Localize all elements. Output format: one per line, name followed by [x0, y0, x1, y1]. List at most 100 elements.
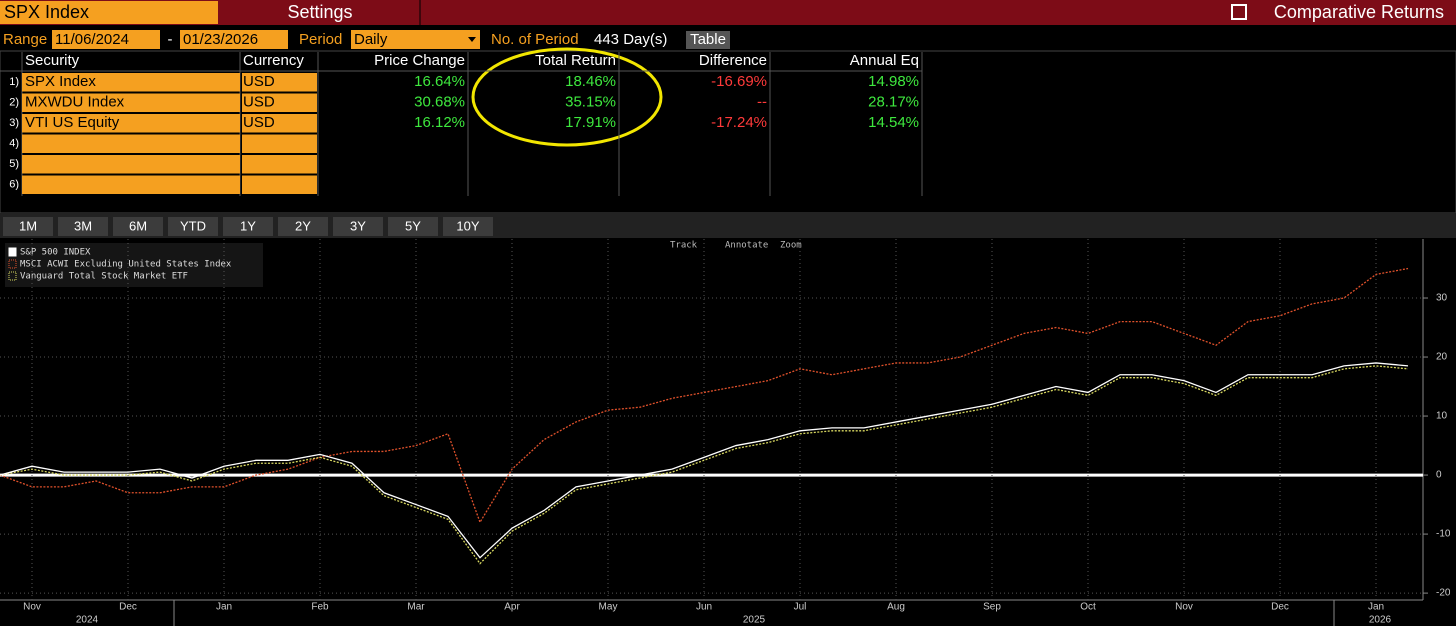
range-button[interactable]	[443, 217, 493, 236]
start-date[interactable]: 11/06/2024	[55, 31, 129, 48]
y-tick-label: 0	[1436, 470, 1442, 481]
period-label: Period	[299, 31, 342, 48]
currency-cell[interactable]	[242, 93, 317, 113]
range-button-label[interactable]: 5Y	[405, 218, 421, 233]
range-button[interactable]	[58, 217, 108, 236]
range-button[interactable]	[168, 217, 218, 236]
security-text[interactable]: VTI US Equity	[25, 114, 120, 131]
currency-cell[interactable]	[242, 175, 317, 195]
currency-cell[interactable]	[242, 73, 317, 92]
y-tick-label: -20	[1436, 588, 1451, 599]
value-cell: -17.24%	[711, 114, 767, 131]
series-line	[0, 267, 1409, 524]
series-line	[0, 365, 1409, 565]
table-button[interactable]	[686, 31, 730, 49]
period-value[interactable]: Daily	[354, 31, 388, 48]
legend-label: MSCI ACWI Excluding United States Index	[20, 260, 232, 270]
y-tick-label: -10	[1436, 529, 1451, 540]
x-tick-label: Apr	[504, 602, 520, 613]
security-text[interactable]: SPX Index	[25, 73, 96, 90]
table-button-label[interactable]: Table	[690, 31, 726, 48]
security-cell[interactable]	[22, 93, 240, 113]
x-tick-label: Jul	[794, 602, 807, 613]
value-cell: --	[757, 94, 767, 111]
range-label: Range	[3, 31, 47, 48]
x-tick-label: Sep	[983, 602, 1001, 613]
legend-swatch	[8, 247, 17, 257]
range-button-label[interactable]: 3Y	[350, 218, 366, 233]
legend-label: S&P 500 INDEX	[20, 248, 91, 258]
column-header: Difference	[699, 52, 767, 69]
range-button-label[interactable]: YTD	[180, 218, 206, 233]
range-button[interactable]	[113, 217, 163, 236]
x-year-label: 2026	[1369, 615, 1392, 626]
x-tick-label: Dec	[1271, 602, 1289, 613]
security-text[interactable]: USD	[243, 73, 275, 90]
range-button-label[interactable]: 1M	[19, 218, 37, 233]
value-cell: 14.98%	[868, 73, 919, 90]
x-tick-label: Aug	[887, 602, 905, 613]
dropdown-arrow[interactable]	[468, 37, 476, 42]
chart-tool[interactable]: Annotate	[725, 241, 768, 251]
security-cell[interactable]	[22, 114, 240, 133]
range-button-label[interactable]: 1Y	[240, 218, 256, 233]
start-field[interactable]	[52, 30, 160, 49]
highlight-ellipse	[471, 47, 663, 147]
security-cell[interactable]	[22, 134, 240, 154]
x-year-label: 2025	[743, 615, 766, 626]
range-button-label[interactable]: 3M	[74, 218, 92, 233]
security-text[interactable]: USD	[243, 94, 275, 111]
settings-tab[interactable]: Settings	[287, 2, 352, 22]
security-title: SPX Index	[4, 2, 89, 22]
range-bar	[0, 214, 1456, 238]
security-cell[interactable]	[22, 175, 240, 195]
title-box[interactable]	[0, 1, 218, 24]
x-tick-label: Jun	[696, 602, 712, 613]
x-tick-label: Dec	[119, 602, 137, 613]
function-title: Comparative Returns	[1274, 2, 1444, 22]
row-number: 2)	[9, 97, 19, 109]
security-text[interactable]: MXWDU Index	[25, 94, 125, 111]
security-text[interactable]: USD	[243, 114, 275, 131]
value-cell: 28.17%	[868, 94, 919, 111]
popout-icon[interactable]	[1231, 4, 1247, 20]
range-button[interactable]	[333, 217, 383, 236]
x-tick-label: Nov	[23, 602, 41, 613]
legend-swatch	[8, 271, 17, 281]
x-tick-label: Oct	[1080, 602, 1096, 613]
range-button-label[interactable]: 2Y	[295, 218, 311, 233]
x-tick-label: Feb	[311, 602, 329, 613]
chart-tool[interactable]: Track	[670, 241, 698, 251]
range-button[interactable]	[388, 217, 438, 236]
y-tick-label: 20	[1436, 352, 1448, 363]
end-date[interactable]: 01/23/2026	[183, 31, 258, 48]
header-bar	[0, 0, 1456, 25]
range-button[interactable]	[278, 217, 328, 236]
value-cell: 35.15%	[565, 94, 616, 111]
y-tick-label: 10	[1436, 411, 1448, 422]
value-cell: -16.69%	[711, 73, 767, 90]
currency-cell[interactable]	[242, 155, 317, 174]
value-cell: 17.91%	[565, 114, 616, 131]
x-year-label: 2024	[76, 615, 99, 626]
chart-tool[interactable]: Zoom	[780, 241, 802, 251]
security-cell[interactable]	[22, 155, 240, 174]
row-number: 4)	[9, 138, 19, 150]
series-line	[0, 362, 1409, 559]
value-cell: 14.54%	[868, 114, 919, 131]
range-button-label[interactable]: 6M	[129, 218, 147, 233]
currency-cell[interactable]	[242, 134, 317, 154]
currency-cell[interactable]	[242, 114, 317, 133]
end-field[interactable]	[180, 30, 288, 49]
y-tick-label: 30	[1436, 293, 1448, 304]
period-field[interactable]	[351, 30, 480, 49]
range-button[interactable]	[223, 217, 273, 236]
security-cell[interactable]	[22, 73, 240, 92]
value-cell: 18.46%	[565, 73, 616, 90]
range-button-label[interactable]: 10Y	[456, 218, 479, 233]
x-tick-label: Jan	[216, 602, 232, 613]
column-header: Security	[25, 52, 80, 69]
range-button[interactable]	[3, 217, 53, 236]
